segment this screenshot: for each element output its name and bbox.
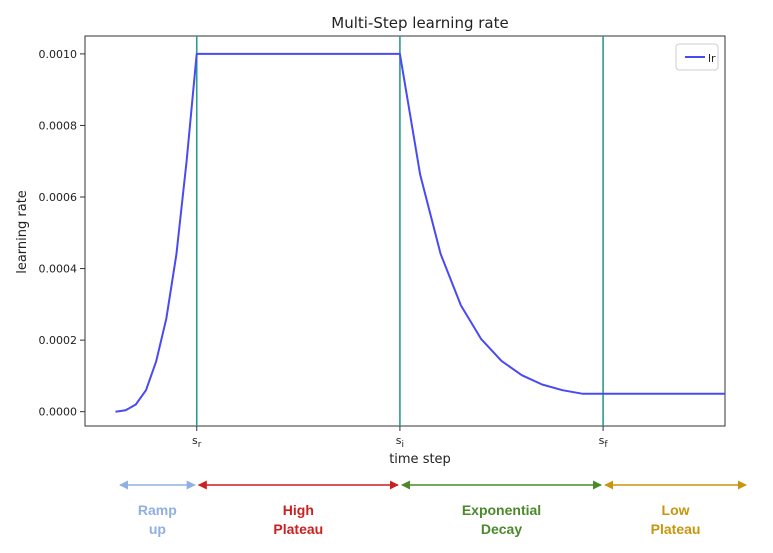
- x-tick-label: si: [396, 434, 404, 450]
- y-tick-label: 0.0008: [39, 119, 78, 132]
- y-tick-label: 0.0002: [39, 334, 78, 347]
- phase-label: High: [283, 502, 314, 518]
- phase-label: up: [149, 521, 166, 537]
- phase-label: Decay: [481, 521, 522, 537]
- plot-frame: [84, 35, 726, 427]
- y-tick-label: 0.0010: [39, 48, 78, 61]
- legend: lr: [675, 43, 719, 71]
- y-tick-label: 0.0000: [39, 406, 78, 419]
- x-axis-title: time step: [389, 452, 451, 467]
- plot-area: 0.0000 0.0002 0.0004 0.0006 0.0008 0.0010 sr si…: [39, 35, 726, 450]
- chart-title: Multi-Step learning rate: [331, 14, 508, 32]
- legend-label: lr: [708, 52, 716, 65]
- phase-label: Ramp: [138, 502, 177, 518]
- phase-label: Low: [662, 502, 690, 518]
- x-tick-label: sf: [599, 434, 609, 450]
- phase-label: Plateau: [651, 521, 701, 537]
- x-tick-label: sr: [192, 434, 202, 450]
- y-tick-label: 0.0006: [39, 191, 78, 204]
- y-tick-label: 0.0004: [39, 263, 78, 276]
- phase-label: Plateau: [273, 521, 323, 537]
- series-line-lr: [115, 52, 725, 413]
- phase-annotations: Ramp up High Plateau Exponential Decay Low Plat…: [119, 480, 747, 537]
- y-axis-title: learning rate: [15, 190, 30, 274]
- phase-label: Exponential: [462, 502, 541, 518]
